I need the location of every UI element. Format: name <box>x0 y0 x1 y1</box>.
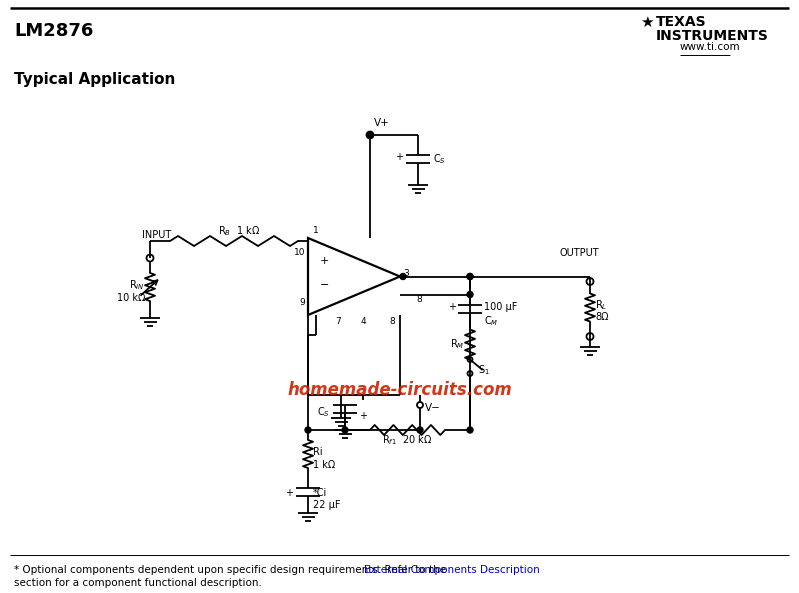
Circle shape <box>400 273 406 279</box>
Text: 8: 8 <box>416 295 422 304</box>
Text: +: + <box>359 411 367 421</box>
Text: 10: 10 <box>293 248 305 257</box>
Text: R$_B$  1 kΩ: R$_B$ 1 kΩ <box>218 224 260 238</box>
Text: INPUT: INPUT <box>142 230 171 240</box>
Text: INSTRUMENTS: INSTRUMENTS <box>656 29 769 43</box>
Circle shape <box>305 427 311 433</box>
Text: TEXAS: TEXAS <box>656 15 706 29</box>
Text: 4: 4 <box>360 317 366 326</box>
Text: −: − <box>320 280 329 290</box>
Text: C$_S$: C$_S$ <box>433 152 446 166</box>
Text: +: + <box>448 302 456 313</box>
Text: 10 kΩ: 10 kΩ <box>117 293 145 303</box>
Text: C$_M$: C$_M$ <box>484 314 499 329</box>
Text: OUTPUT: OUTPUT <box>560 248 599 259</box>
Text: S$_1$: S$_1$ <box>478 364 490 377</box>
Text: homemade-circuits.com: homemade-circuits.com <box>288 381 512 399</box>
Circle shape <box>467 427 473 433</box>
Text: +: + <box>395 152 403 162</box>
Circle shape <box>467 292 473 298</box>
Text: 1: 1 <box>313 226 319 235</box>
Text: LM2876: LM2876 <box>14 22 93 40</box>
Circle shape <box>367 132 373 138</box>
Text: R$_{f1}$  20 kΩ: R$_{f1}$ 20 kΩ <box>382 433 432 447</box>
Text: 9: 9 <box>300 298 305 307</box>
Text: V+: V+ <box>374 118 390 128</box>
Text: 3: 3 <box>403 269 409 279</box>
Text: R$_{IN}$: R$_{IN}$ <box>129 278 145 292</box>
Text: section for a component functional description.: section for a component functional descr… <box>14 578 262 588</box>
Text: 7: 7 <box>335 317 341 326</box>
Text: +: + <box>320 256 329 266</box>
Text: 22 μF: 22 μF <box>313 500 340 510</box>
Text: R$_M$: R$_M$ <box>451 337 465 352</box>
Text: Typical Application: Typical Application <box>14 72 175 87</box>
Circle shape <box>367 132 373 138</box>
Circle shape <box>417 427 423 433</box>
Text: * Optional components dependent upon specific design requirements. Refer to the: * Optional components dependent upon spe… <box>14 565 449 575</box>
Text: 100 μF: 100 μF <box>484 302 518 313</box>
Text: ★: ★ <box>640 15 654 30</box>
Text: 8Ω: 8Ω <box>595 313 609 323</box>
Text: Ri: Ri <box>313 447 323 457</box>
Text: 1 kΩ: 1 kΩ <box>313 460 336 470</box>
Text: *Ci: *Ci <box>313 488 328 498</box>
Text: C$_S$: C$_S$ <box>317 405 330 419</box>
Circle shape <box>467 273 473 279</box>
Circle shape <box>342 427 348 433</box>
Text: R$_L$: R$_L$ <box>595 299 607 313</box>
Text: www.ti.com: www.ti.com <box>680 42 741 52</box>
Text: External Components Description: External Components Description <box>364 565 540 575</box>
Text: 8: 8 <box>389 317 395 326</box>
Circle shape <box>467 273 473 279</box>
Text: V−: V− <box>425 403 441 413</box>
Text: +: + <box>285 488 293 498</box>
